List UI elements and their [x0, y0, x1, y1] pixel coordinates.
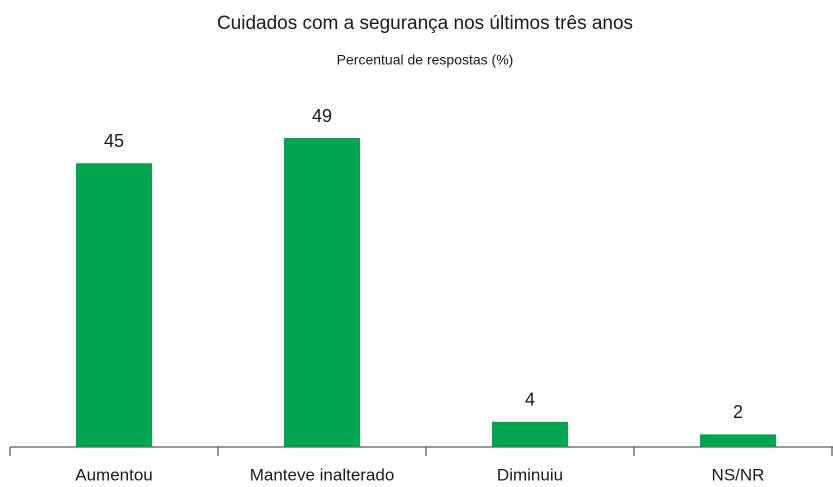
x-tick-label: Diminuiu	[497, 465, 563, 484]
bar	[700, 434, 776, 447]
chart-title: Cuidados com a segurança nos últimos trê…	[217, 13, 633, 34]
x-tick-label: NS/NR	[712, 465, 765, 484]
chart-subtitle: Percentual de respostas (%)	[337, 52, 514, 68]
bar	[492, 421, 568, 447]
data-label: 49	[312, 106, 332, 126]
bar	[284, 138, 360, 447]
data-label: 45	[104, 131, 124, 151]
x-tick-label: Aumentou	[75, 465, 153, 484]
data-label: 4	[525, 390, 535, 410]
x-tick-label: Manteve inalterado	[250, 465, 395, 484]
data-label: 2	[733, 402, 743, 422]
bar	[76, 163, 152, 447]
